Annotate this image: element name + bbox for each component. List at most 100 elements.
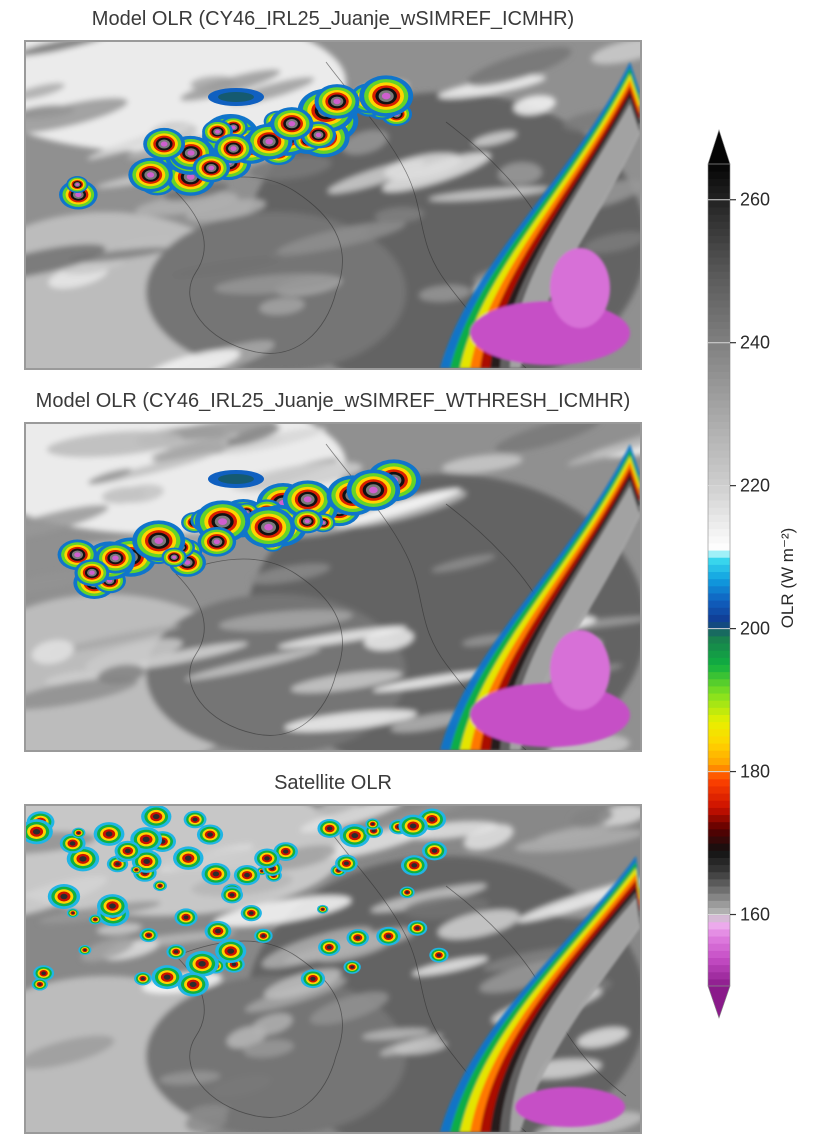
cloud-streak bbox=[150, 436, 236, 459]
convective-cell-ring bbox=[371, 829, 376, 833]
convective-cell-ring bbox=[409, 823, 417, 829]
cloud-streak bbox=[161, 424, 278, 440]
colorbar-segment bbox=[708, 507, 730, 515]
colorbar-segment bbox=[708, 793, 730, 801]
colorbar-segment bbox=[708, 750, 730, 758]
convective-cell-ring bbox=[146, 933, 151, 937]
panel-1-title: Model OLR (CY46_IRL25_Juanje_wSIMREF_ICM… bbox=[91, 8, 575, 30]
convective-cell-ring bbox=[79, 856, 87, 862]
cloud-streak bbox=[370, 883, 487, 913]
coastline-ireland bbox=[175, 558, 343, 736]
convective-cell-ring bbox=[326, 826, 333, 831]
cloud-streak bbox=[431, 554, 496, 573]
convective-cell-ring bbox=[385, 934, 392, 939]
colorbar-segment bbox=[708, 414, 730, 422]
colorbar-segment bbox=[708, 585, 730, 594]
cloud-streak bbox=[226, 425, 281, 446]
convective-cell-ring bbox=[215, 928, 221, 934]
cloud-streak bbox=[88, 468, 132, 485]
colorbar-segment bbox=[708, 907, 730, 916]
colorbar-segment bbox=[708, 850, 730, 858]
colorbar-segment bbox=[708, 764, 730, 773]
cloud-streak bbox=[598, 806, 640, 826]
cloud-streak bbox=[361, 1028, 430, 1040]
colorbar-segment bbox=[708, 485, 730, 494]
convective-cell-ring bbox=[109, 903, 116, 909]
colorbar-tick-label: 240 bbox=[740, 333, 770, 353]
colorbar-segment bbox=[708, 349, 730, 358]
colorbar-segment bbox=[708, 707, 730, 715]
colorbar-segment bbox=[708, 171, 730, 179]
colorbar-segment bbox=[708, 328, 730, 337]
colorbar-segment bbox=[708, 857, 730, 866]
colorbar-segment bbox=[708, 399, 730, 408]
cloud-streak bbox=[222, 427, 326, 455]
convective-cell-ring bbox=[152, 814, 160, 820]
front-shade bbox=[510, 898, 640, 1132]
cloud-streak bbox=[85, 638, 183, 671]
convective-cell-ring bbox=[315, 132, 322, 138]
colorbar-segment bbox=[708, 256, 730, 265]
cloud-streak bbox=[120, 642, 249, 670]
convective-cell-ring bbox=[183, 915, 189, 920]
panel-3-map bbox=[24, 804, 642, 1134]
colorbar-segment bbox=[708, 342, 730, 351]
olr-heatmap-satellite bbox=[26, 806, 640, 1132]
colorbar-segment bbox=[708, 356, 730, 365]
convective-cell-ring bbox=[248, 911, 254, 915]
front-cold-core bbox=[550, 248, 610, 328]
colorbar-segment bbox=[708, 499, 730, 508]
convective-cell-ring bbox=[304, 519, 310, 524]
colorbar-segment bbox=[708, 628, 730, 637]
cloud-streak bbox=[26, 97, 128, 134]
colorbar-axis-title: OLR (W m⁻²) bbox=[778, 527, 797, 629]
colorbar-segment bbox=[708, 271, 730, 279]
convective-cell-ring bbox=[436, 953, 442, 957]
cloud-streak bbox=[243, 1039, 294, 1058]
convective-cell-ring bbox=[71, 912, 75, 915]
cloud-streak bbox=[118, 237, 173, 250]
convective-cell-ring bbox=[143, 858, 150, 864]
convective-cells bbox=[59, 75, 414, 210]
convective-cell-ring bbox=[231, 962, 237, 967]
convective-cell-ring bbox=[264, 856, 270, 861]
colorbar-segment bbox=[708, 371, 730, 380]
colorbar-segment bbox=[708, 785, 730, 794]
cloud-streak bbox=[147, 349, 241, 368]
cloud-streak bbox=[231, 461, 363, 492]
colorbar-segment bbox=[708, 199, 730, 208]
convective-cells bbox=[26, 806, 449, 997]
colorbar-segment bbox=[708, 249, 730, 258]
cloud-streak bbox=[259, 297, 305, 315]
colorbar-segment bbox=[708, 600, 730, 608]
colorbar-segment bbox=[708, 943, 730, 951]
cloud-streak bbox=[364, 628, 414, 651]
cloud-streak bbox=[277, 220, 406, 255]
colorbar-segment bbox=[708, 449, 730, 458]
convective-cell-ring bbox=[405, 891, 409, 894]
panel-2-map bbox=[24, 422, 642, 752]
convective-cell-ring bbox=[184, 560, 191, 565]
cloud-streak bbox=[214, 273, 339, 295]
convective-cell-ring bbox=[333, 98, 341, 105]
colorbar-segment bbox=[708, 735, 730, 744]
cloud-streak bbox=[249, 563, 331, 585]
convective-cell-ring bbox=[184, 855, 192, 861]
colorbar-segment bbox=[708, 464, 730, 472]
colorbar-segment bbox=[708, 757, 730, 766]
colorbar-segment bbox=[708, 242, 730, 251]
convective-cell-ring bbox=[158, 884, 162, 887]
convective-cell-ring bbox=[75, 192, 82, 198]
convective-cell-ring bbox=[415, 926, 420, 930]
colorbar-segment bbox=[708, 728, 730, 737]
colorbar-segment bbox=[708, 885, 730, 894]
panel-2-title: Model OLR (CY46_IRL25_Juanje_wSIMREF_WTH… bbox=[35, 390, 631, 412]
cloud-streak bbox=[384, 153, 462, 180]
olr-heatmap-model-1 bbox=[26, 42, 640, 368]
cold-cloud-patch bbox=[218, 474, 254, 484]
colorbar-segment bbox=[708, 221, 730, 229]
convective-cell-ring bbox=[163, 974, 171, 980]
colorbar-segment bbox=[708, 800, 730, 808]
convective-cell-ring bbox=[60, 893, 68, 900]
convective-cell-ring bbox=[38, 983, 42, 986]
